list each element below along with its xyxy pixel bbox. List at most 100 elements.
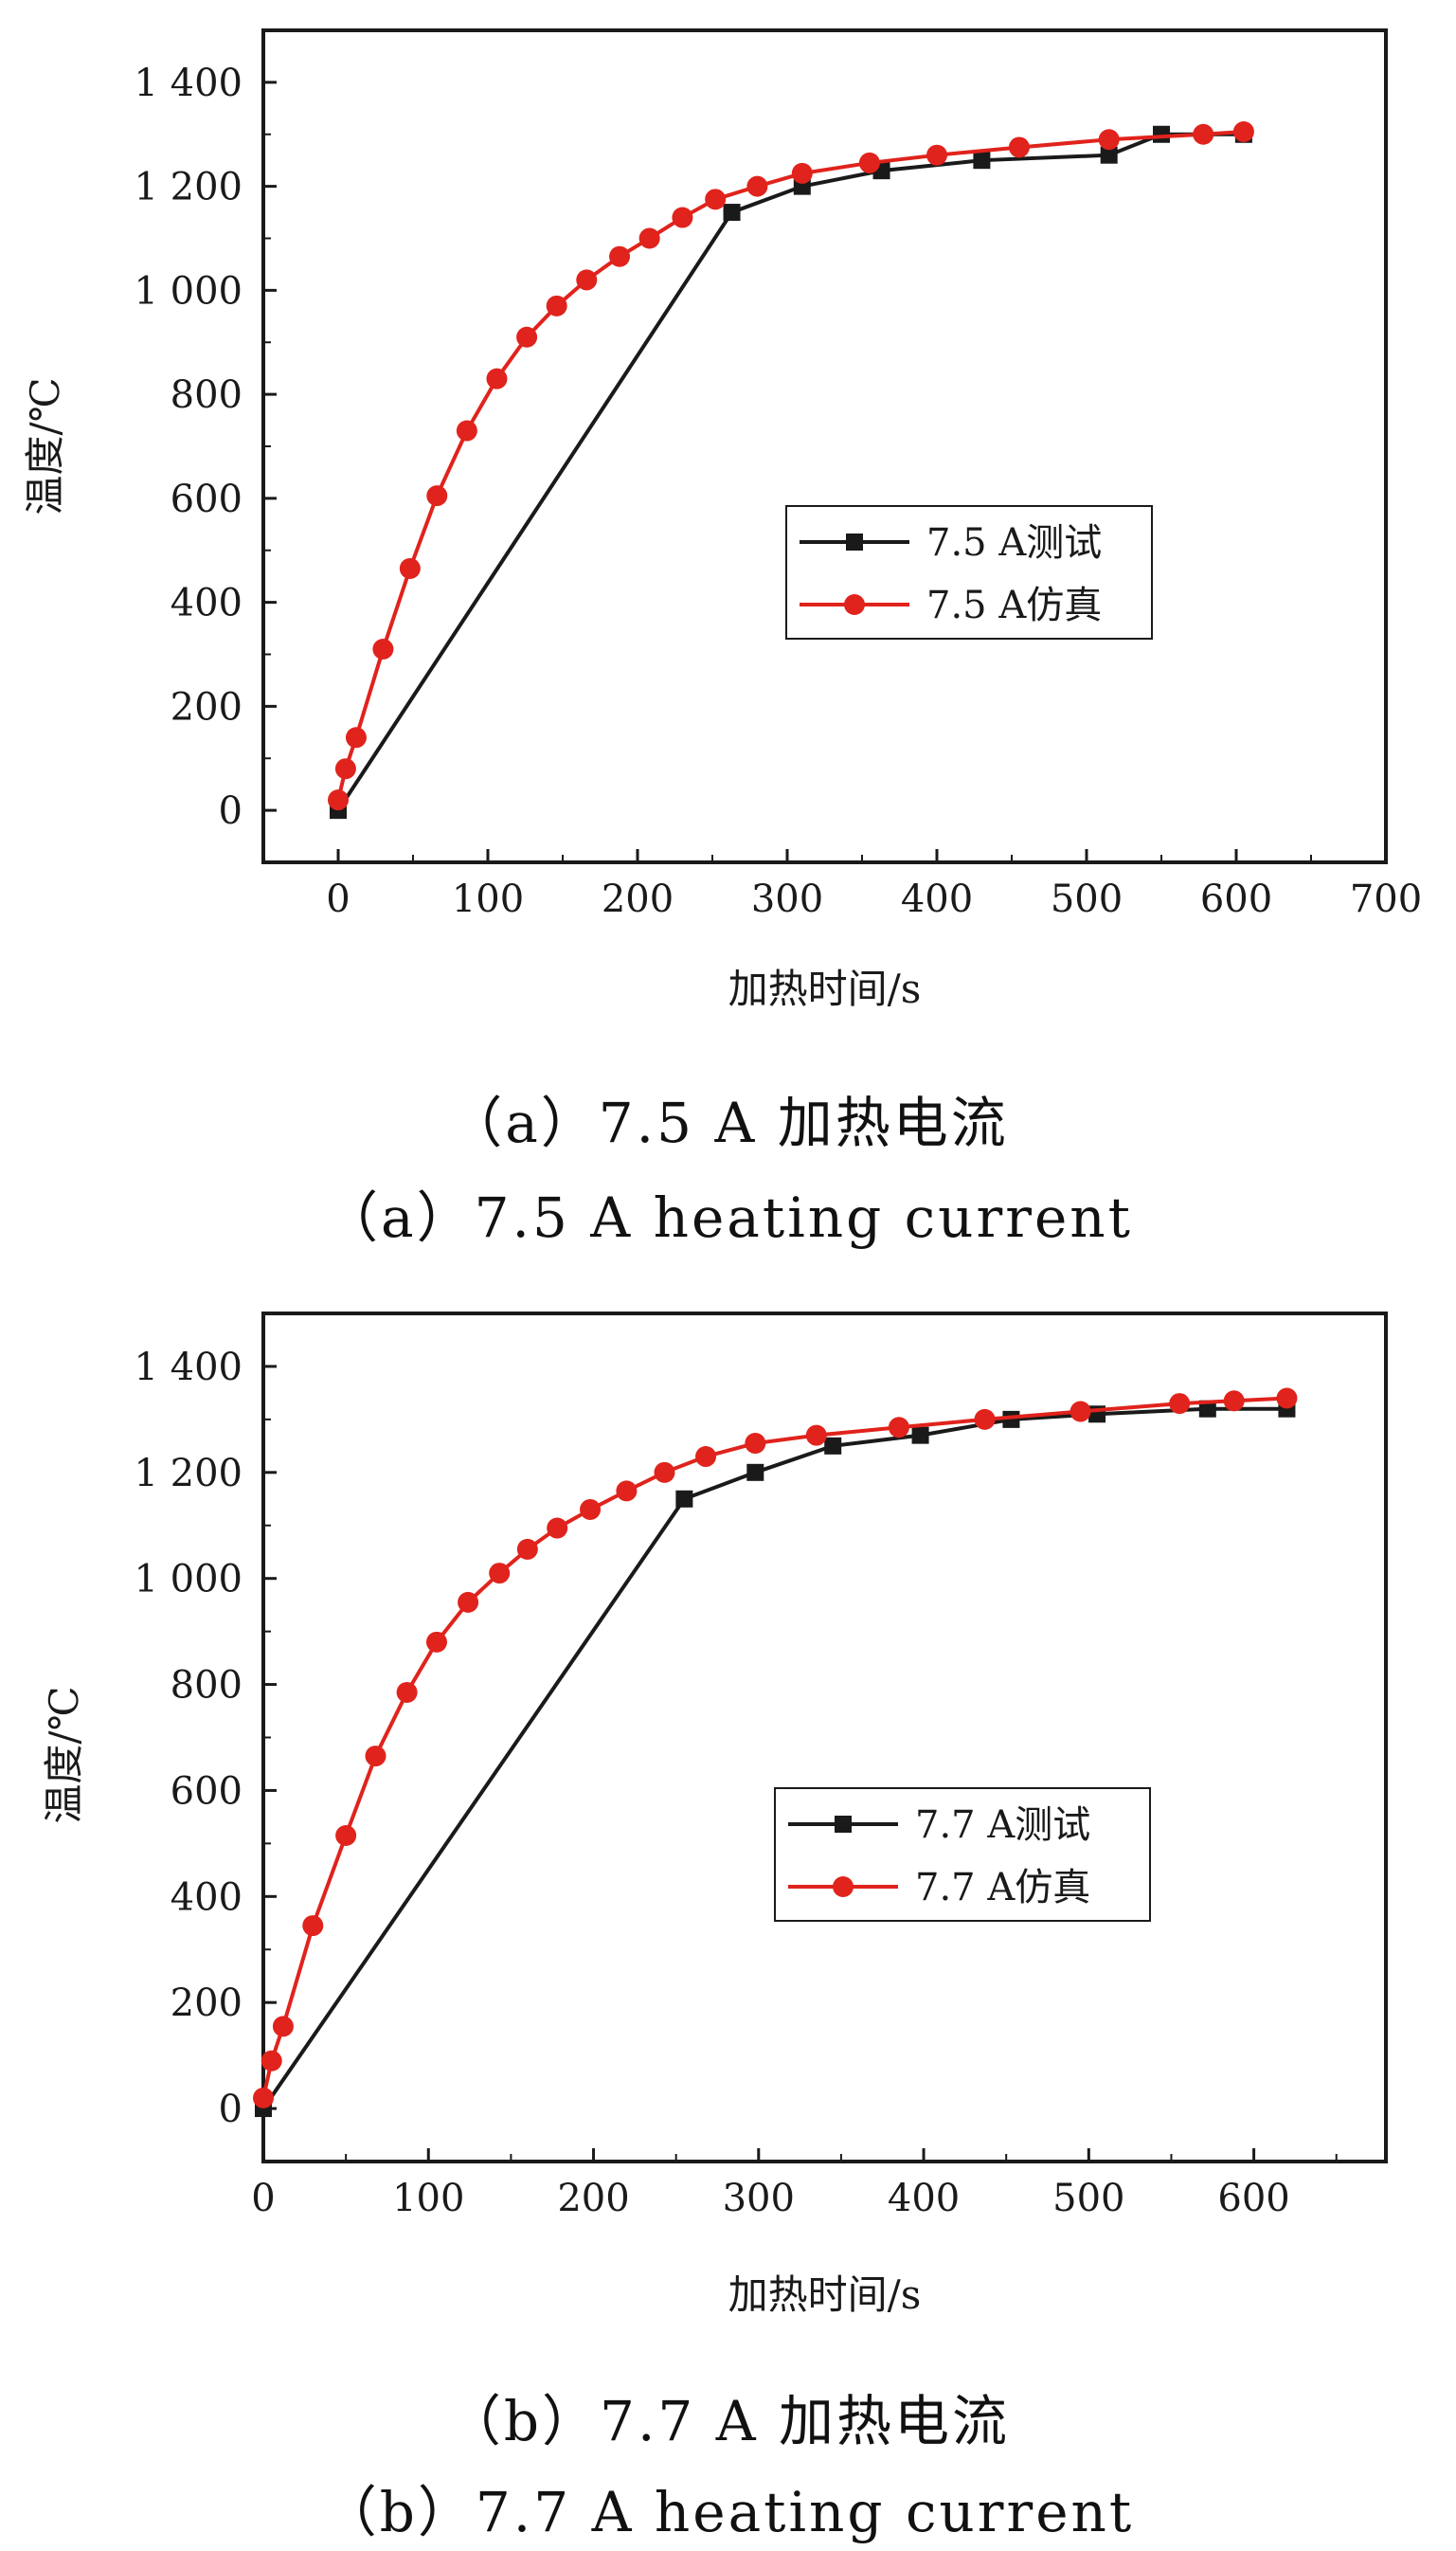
- series-b-1-point: [253, 2087, 274, 2108]
- series-b-1-point: [261, 2050, 282, 2072]
- legend-marker-a-0: [846, 534, 863, 551]
- y-axis-title-a: 温度/℃: [22, 377, 68, 515]
- legend-a: 7.5 A测试 7.5 A仿真: [785, 505, 1153, 640]
- series-b-1-line: [261, 1396, 1287, 2099]
- y-tick-label-b: 200: [171, 1981, 243, 2025]
- series-a-1-point: [638, 227, 660, 249]
- y-tick-label-a: 600: [171, 478, 243, 521]
- legend-b: 7.7 A测试 7.7 A仿真: [774, 1787, 1151, 1922]
- series-b-1-point: [335, 1824, 357, 1846]
- series-a-1-point: [609, 245, 631, 267]
- series-b-0-point: [1198, 1400, 1216, 1418]
- chart-a: 0 100 200 300 400 500 600 700 0 200 400 600 800 1 000…: [22, 28, 1422, 1012]
- series-a-1-point: [705, 189, 727, 210]
- series-a-1-point: [456, 420, 477, 442]
- series-a-1-point: [334, 758, 356, 780]
- series-b-1-point: [547, 1517, 568, 1539]
- plot-frame-a: [261, 28, 1388, 864]
- caption-a-en: （a）7.5 A heating current: [323, 1185, 1133, 1250]
- series-b-0-point: [824, 1437, 842, 1455]
- x-tick-label-b: 200: [557, 2177, 629, 2220]
- series-a-1-point: [399, 557, 421, 579]
- x-tick-label-b: 500: [1052, 2177, 1124, 2220]
- series-a-1-point: [1008, 136, 1030, 158]
- series-a-1-point: [1098, 129, 1120, 151]
- caption-b-en: （b）7.7 A heating current: [321, 2480, 1135, 2544]
- series-b-1-point: [365, 1746, 386, 1767]
- series-a-1-line: [336, 130, 1245, 801]
- series-b-1-point: [695, 1446, 717, 1468]
- x-tick-label-b: 300: [723, 2177, 795, 2220]
- y-tick-label-b: 800: [171, 1664, 243, 1708]
- series-a-1-point: [516, 326, 538, 348]
- legend-label-a-0: 7.5 A测试: [926, 521, 1102, 565]
- series-b-1-point: [272, 2016, 294, 2037]
- series-a-0-point: [973, 152, 991, 170]
- series-a-1-point: [1193, 123, 1214, 145]
- series-b-1-point: [458, 1591, 479, 1613]
- legend-label-b-1: 7.7 A仿真: [915, 1866, 1090, 1909]
- series-a-1-point: [672, 207, 693, 228]
- series-b-1-point: [396, 1681, 418, 1703]
- series-a-1-point: [576, 269, 598, 291]
- y-tick-label-b: 1 200: [134, 1452, 243, 1495]
- series-b-1-point: [1070, 1401, 1091, 1422]
- y-tick-label-b: 600: [171, 1769, 243, 1813]
- series-a-1-point: [486, 368, 508, 389]
- legend-marker-a-1: [844, 594, 865, 615]
- series-b-1-point: [1276, 1387, 1298, 1409]
- series-b-1-point: [1223, 1390, 1245, 1412]
- y-tick-label-a: 200: [171, 685, 243, 729]
- x-tick-label-a: 300: [751, 877, 823, 921]
- y-axis-title-b: 温度/℃: [41, 1686, 87, 1823]
- series-a-1-point: [328, 789, 349, 811]
- y-tick-label-a: 400: [171, 582, 243, 625]
- series-b-1-point: [805, 1424, 827, 1446]
- series-a-1-point: [1232, 121, 1254, 143]
- series-b-1-point: [516, 1538, 538, 1560]
- x-tick-label-a: 200: [602, 877, 674, 921]
- series-a-1-point: [345, 727, 367, 749]
- series-b-0-point: [675, 1490, 693, 1508]
- x-tick-label-b: 600: [1217, 2177, 1289, 2220]
- series-b-1-point: [1169, 1393, 1191, 1415]
- series-a-0-point: [1153, 125, 1170, 143]
- series-a-1-point: [426, 485, 448, 507]
- series-b-1-point: [302, 1915, 324, 1937]
- x-tick-label-b: 100: [392, 2177, 464, 2220]
- series-b-1-point: [616, 1480, 638, 1502]
- series-b-0-line: [261, 1406, 1287, 2110]
- series-a-1-point: [926, 144, 947, 166]
- y-tick-label-a: 1 400: [134, 62, 243, 105]
- y-tick-label-b: 400: [171, 1875, 243, 1919]
- series-a-1-point: [546, 295, 567, 317]
- legend-box-b: [774, 1787, 1151, 1922]
- y-tick-label-a: 1 200: [134, 166, 243, 209]
- series-b-0-point: [746, 1463, 764, 1481]
- legend-label-b-0: 7.7 A测试: [915, 1803, 1090, 1847]
- x-axis-title-b: 加热时间/s: [728, 2271, 922, 2318]
- x-tick-label-a: 0: [326, 877, 350, 921]
- series-a-1-point: [858, 152, 880, 173]
- y-tick-label-b: 1 400: [134, 1346, 243, 1389]
- caption-a-zh: （a）7.5 A 加热电流: [447, 1091, 1009, 1155]
- series-b-1-point: [425, 1631, 447, 1653]
- legend-marker-b-0: [835, 1816, 852, 1833]
- series-b-1-point: [974, 1408, 996, 1430]
- series-b-1-point: [888, 1417, 909, 1438]
- series-a-0-point: [1100, 146, 1118, 164]
- caption-b-zh: （b）7.7 A 加热电流: [445, 2389, 1011, 2453]
- y-tick-label-a: 800: [171, 373, 243, 417]
- y-tick-label-a: 1 000: [134, 269, 243, 313]
- x-tick-label-a: 700: [1350, 877, 1422, 921]
- series-a-1-point: [372, 639, 394, 660]
- series-b-0-point: [911, 1426, 929, 1444]
- x-tick-label-a: 500: [1051, 877, 1123, 921]
- chart-b: 0 100 200 300 400 500 600 0 200 400 600 800 1 000 1 2…: [41, 1312, 1388, 2318]
- series-b-1-point: [489, 1563, 511, 1584]
- series-a-1-point: [746, 175, 768, 197]
- series-b-1-point: [654, 1461, 675, 1483]
- legend-box-a: [785, 505, 1153, 640]
- legend-marker-b-1: [833, 1876, 854, 1897]
- series-b-1-point: [580, 1498, 602, 1520]
